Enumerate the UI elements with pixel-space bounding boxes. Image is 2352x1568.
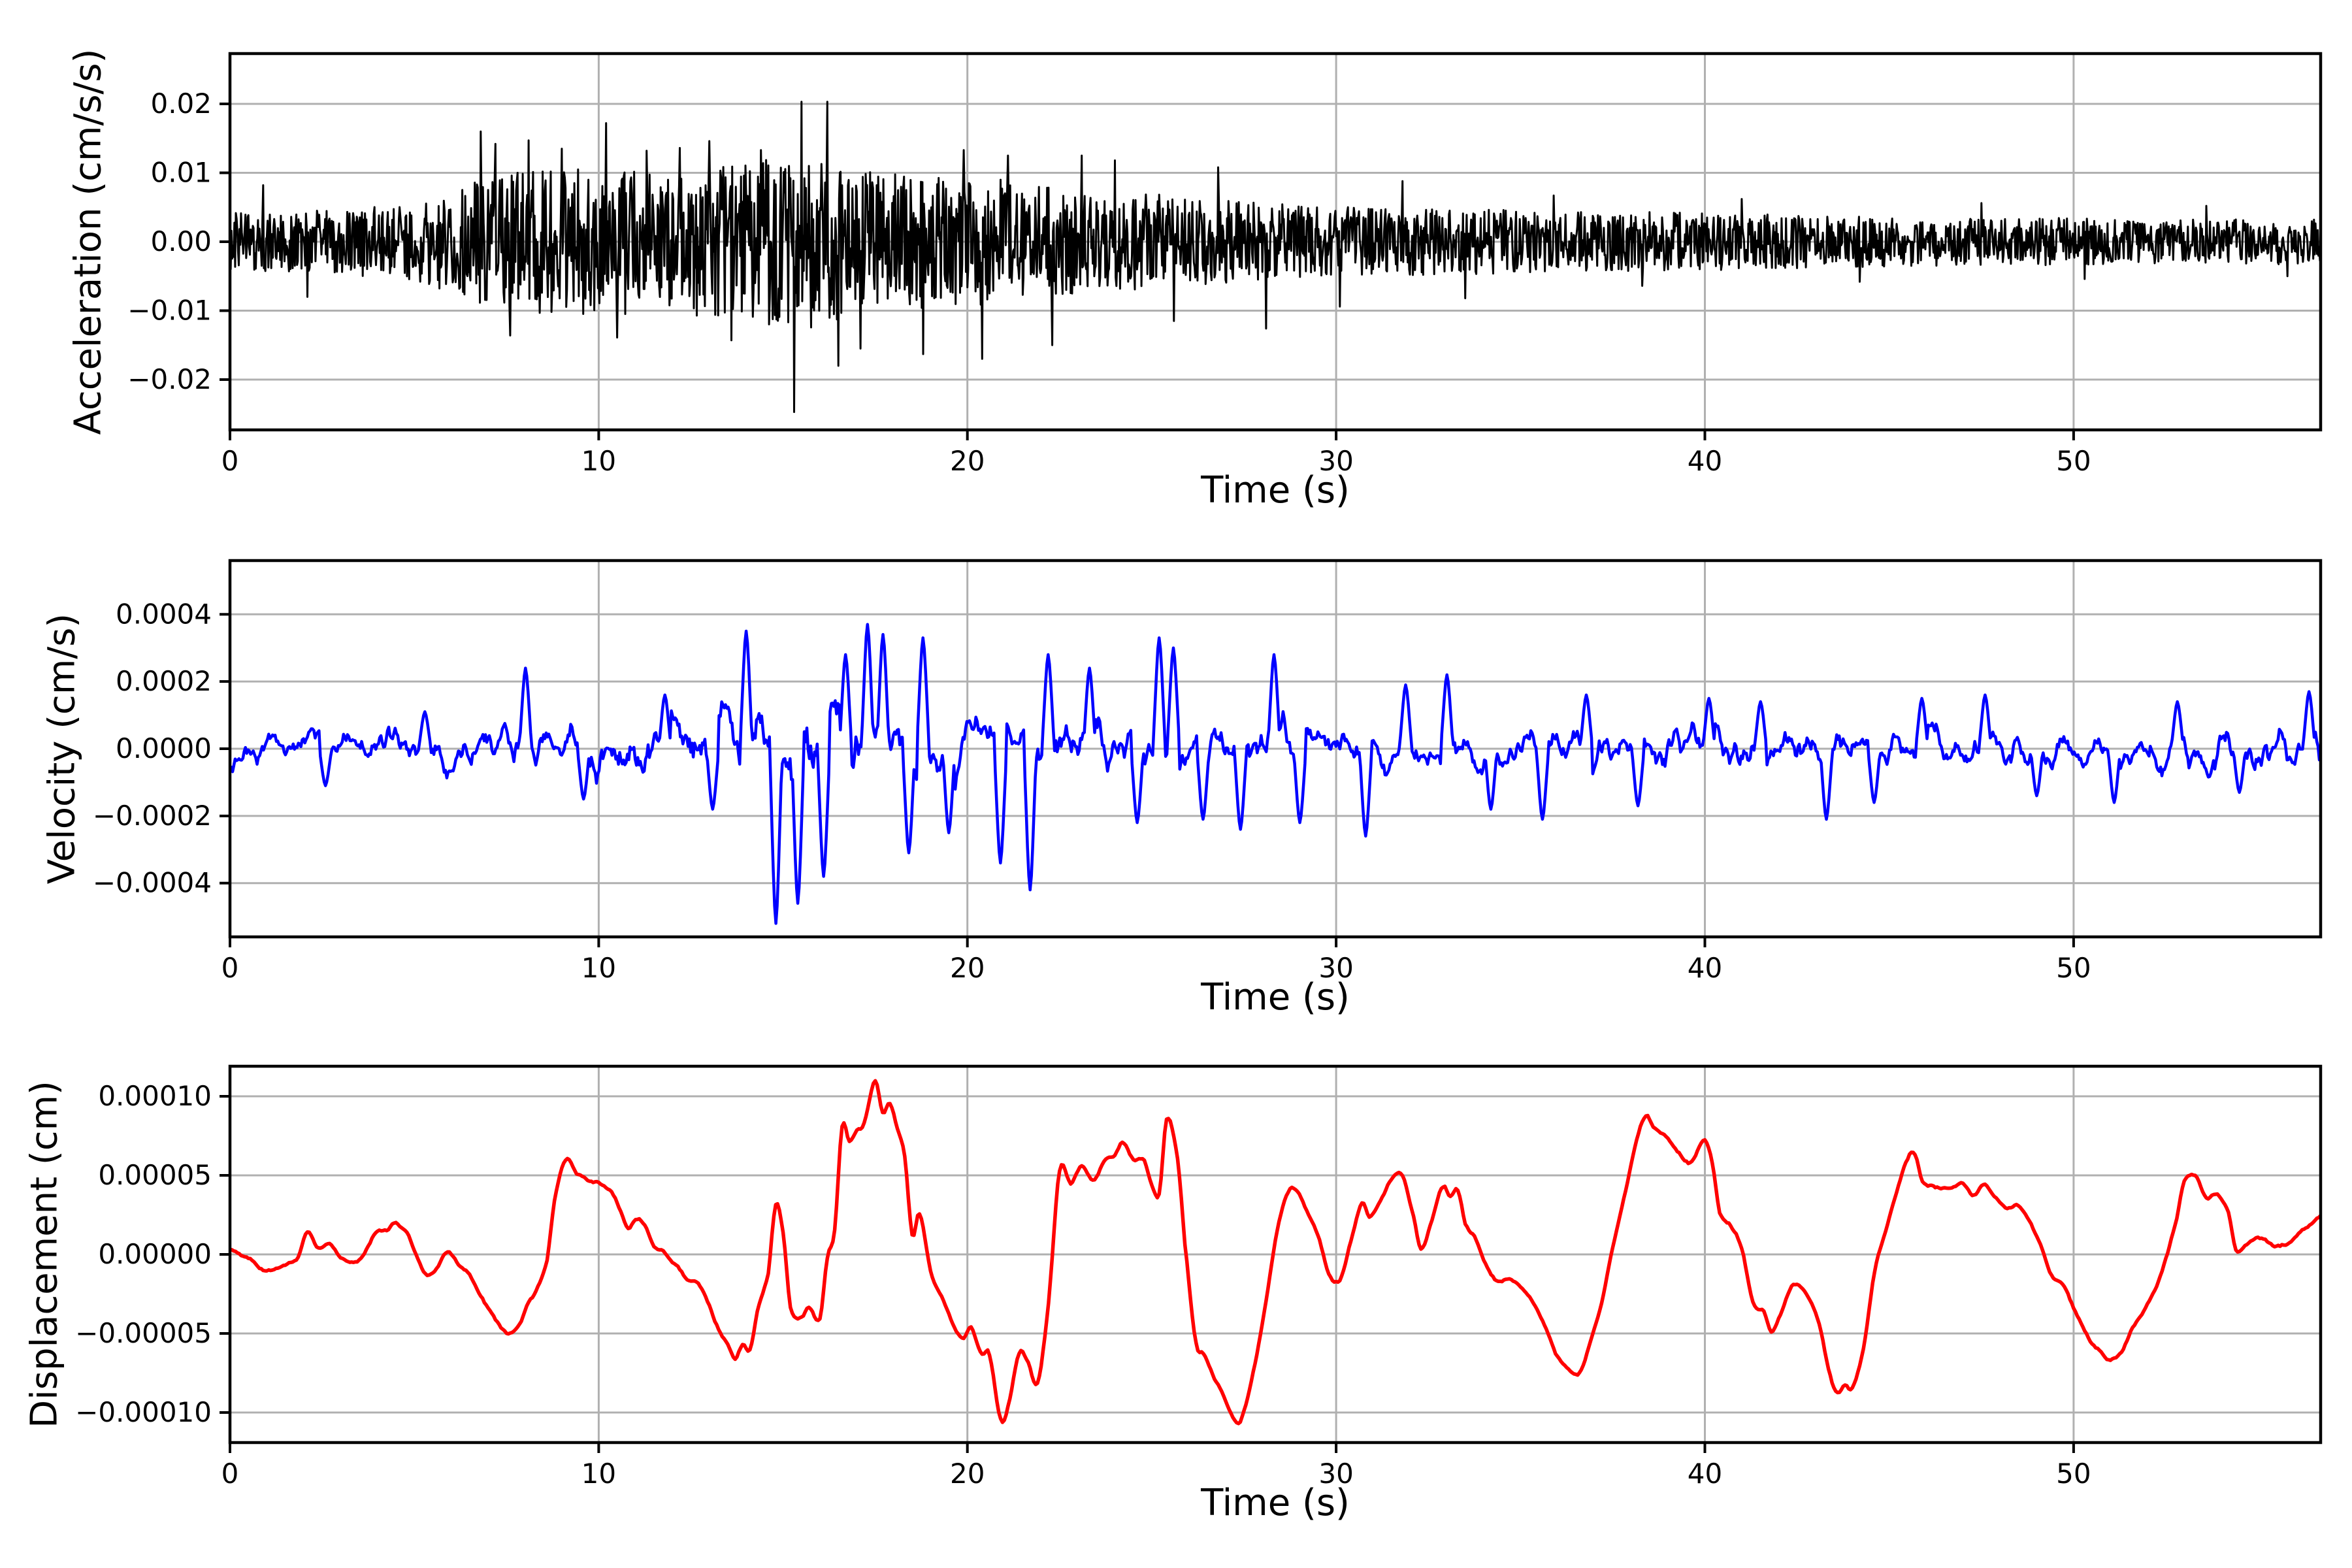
y-tick-label: 0.00000	[98, 1238, 212, 1270]
displacement-y-axis-label: Displacement (cm)	[23, 1081, 66, 1428]
x-tick-label: 10	[581, 445, 616, 477]
velocity-plot: 0 10 20 30 40 50 0.0004 0.0002 0.0000 −0.0002 −0.0…	[93, 559, 2323, 984]
x-tick-label: 30	[1318, 1458, 1353, 1490]
acceleration-x-axis-label: Time (s)	[1201, 469, 1350, 512]
x-tick-label: 20	[950, 952, 985, 984]
x-tick-label: 40	[1688, 952, 1722, 984]
y-tick-label: −0.00005	[75, 1317, 212, 1349]
displacement-plot: 0 10 20 30 40 50 0.00010 0.00005 0.00000 −0.00005…	[75, 1064, 2323, 1490]
x-tick-label: 20	[950, 1458, 985, 1490]
displacement-x-axis-label: Time (s)	[1201, 1482, 1350, 1524]
displacement-trace	[230, 1079, 2321, 1426]
acceleration-plot: 0 10 20 30 40 50 0.02 0.01 0.00 −0.01 −0.02	[127, 52, 2323, 477]
y-tick-label: 0.02	[150, 88, 212, 120]
x-tick-label: 0	[221, 952, 239, 984]
acceleration-y-axis-label: Acceleration (cm/s/s)	[67, 48, 110, 435]
velocity-x-axis-label: Time (s)	[1201, 976, 1350, 1019]
y-tick-label: −0.02	[127, 363, 212, 395]
y-tick-label: −0.00010	[75, 1396, 212, 1428]
y-tick-label: 0.0000	[116, 732, 212, 764]
x-tick-label: 0	[221, 445, 239, 477]
x-tick-label: 50	[2056, 445, 2091, 477]
x-tick-label: 50	[2056, 1458, 2091, 1490]
acceleration-trace	[230, 101, 2321, 414]
x-tick-label: 40	[1688, 1458, 1722, 1490]
x-tick-label: 0	[221, 1458, 239, 1490]
velocity-trace	[230, 623, 2321, 925]
y-tick-label: −0.0002	[93, 800, 212, 832]
y-tick-label: 0.00	[150, 225, 212, 257]
y-tick-label: 0.0004	[116, 598, 212, 630]
y-tick-label: 0.01	[150, 157, 212, 189]
x-tick-label: 30	[1318, 952, 1353, 984]
y-tick-label: −0.0004	[93, 867, 212, 899]
x-tick-label: 10	[581, 952, 616, 984]
y-tick-label: 0.00005	[98, 1159, 212, 1191]
x-tick-label: 10	[581, 1458, 616, 1490]
velocity-y-axis-label: Velocity (cm/s)	[41, 613, 84, 885]
x-tick-label: 50	[2056, 952, 2091, 984]
y-tick-label: 0.00010	[98, 1080, 212, 1112]
y-tick-label: −0.01	[127, 295, 212, 327]
x-tick-label: 20	[950, 445, 985, 477]
x-tick-label: 30	[1318, 445, 1353, 477]
x-tick-label: 40	[1688, 445, 1722, 477]
y-tick-label: 0.0002	[116, 665, 212, 697]
